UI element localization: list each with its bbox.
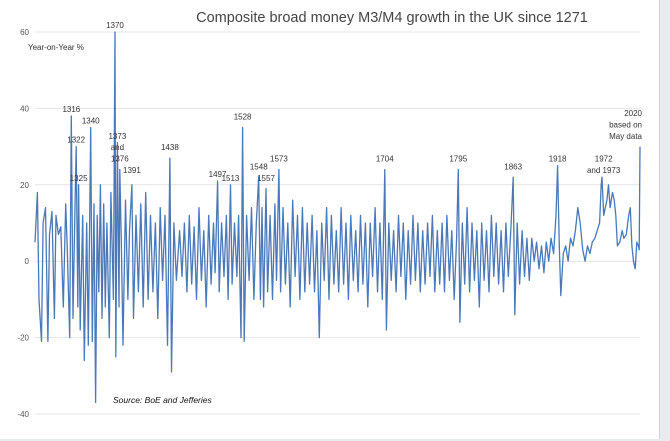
annotation-18: 1863	[504, 162, 522, 171]
annotation-19: 1918	[549, 155, 567, 164]
y-axis-unit-label: Year-on-Year %	[28, 43, 84, 52]
y-tick-labels: 60 40 20 0 -20 -40	[17, 28, 29, 419]
annotation-10: 1497	[209, 170, 227, 179]
gridlines	[35, 31, 640, 415]
annotation-14: 1557	[257, 174, 275, 183]
annotation-6: and	[111, 143, 124, 152]
annotation-11: 1513	[222, 174, 240, 183]
y-tick-label-2: 20	[20, 181, 29, 190]
annotation-20: 1972	[595, 155, 613, 164]
annotation-12: 1528	[234, 113, 252, 122]
series-line-0	[34, 31, 641, 404]
annotation-labels: 1316 1322 1325 1340 1370 1373 and 1376 1391 1438 1…	[62, 21, 642, 183]
annotation-23: based on	[609, 120, 642, 129]
source-note: Source: BoE and Jefferies	[113, 395, 213, 405]
y-tick-label-1: 40	[20, 104, 29, 113]
annotation-7: 1376	[111, 155, 129, 164]
annotation-4: 1370	[106, 21, 124, 30]
chart-title: Composite broad money M3/M4 growth in th…	[196, 10, 588, 26]
annotation-13: 1548	[250, 162, 268, 171]
annotation-15: 1573	[270, 155, 288, 164]
annotation-24: May data	[609, 132, 642, 141]
annotation-0: 1316	[62, 105, 80, 114]
y-tick-label-5: -40	[17, 410, 29, 419]
annotation-1: 1322	[67, 136, 85, 145]
annotation-3: 1340	[82, 117, 100, 126]
y-tick-label-3: 0	[25, 257, 30, 266]
y-tick-label-4: -20	[17, 334, 29, 343]
annotation-2: 1325	[70, 174, 88, 183]
annotation-9: 1438	[161, 143, 179, 152]
annotation-21: and 1973	[587, 166, 621, 175]
series-group	[34, 31, 641, 404]
chart-canvas: Composite broad money M3/M4 growth in th…	[17, 10, 642, 419]
annotation-5: 1373	[108, 132, 126, 141]
annotation-8: 1391	[123, 166, 141, 175]
y-tick-label-0: 60	[20, 28, 29, 37]
annotation-17: 1795	[449, 155, 467, 164]
annotation-22: 2020	[624, 109, 642, 118]
annotation-16: 1704	[376, 155, 394, 164]
